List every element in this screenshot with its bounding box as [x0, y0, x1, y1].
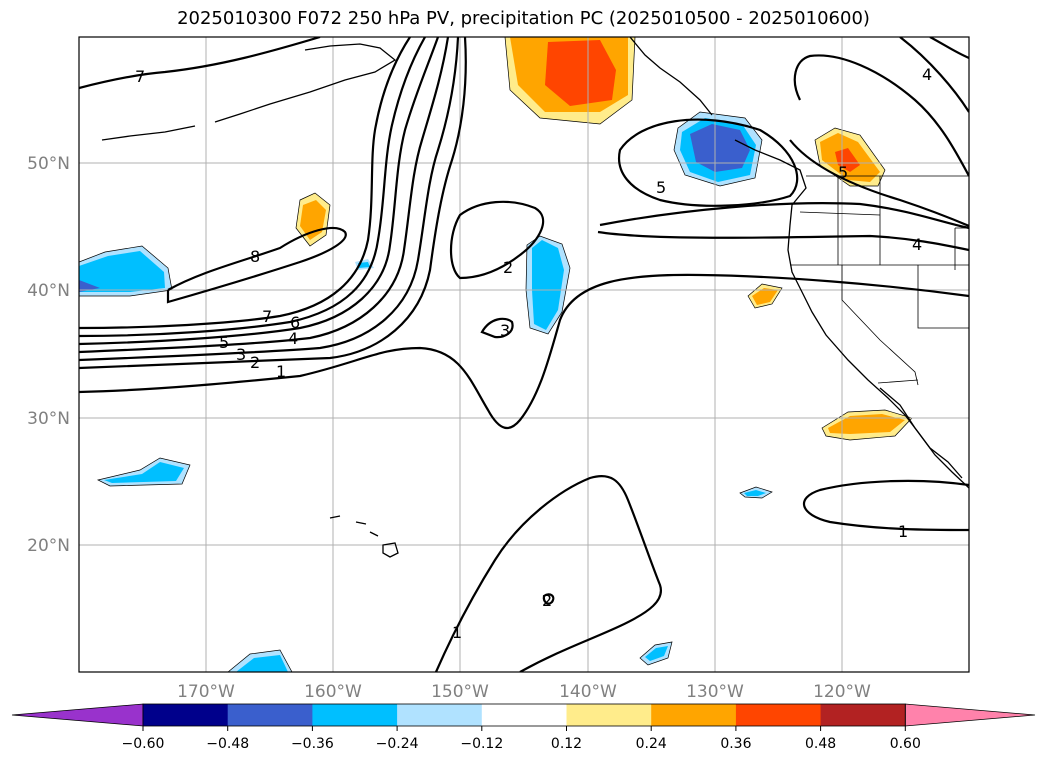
pv-contour-7-top	[79, 37, 321, 90]
contour-label: 3	[236, 345, 246, 364]
precip-shading	[79, 37, 912, 672]
contour-label: 7	[262, 307, 272, 326]
pv-contour-2-bottom	[542, 593, 555, 605]
precip-negative-region	[79, 251, 165, 292]
pv-contour-4-topright	[899, 37, 969, 113]
lat-label: 50°N	[27, 154, 70, 174]
pv-contour-2-outer	[79, 37, 467, 370]
pv-contour-6	[79, 37, 426, 338]
precip-negative-region	[236, 655, 288, 672]
lon-label: 160°W	[304, 682, 362, 702]
colorbar-segment	[227, 704, 313, 726]
contour-label: 2	[250, 353, 260, 372]
colorbar-extend-low	[11, 703, 144, 727]
map-area: 7 8 7 6 5 4 3 2 1 2 3 5 4 4 5 1 1 2	[79, 37, 969, 672]
precip-negative-region	[690, 124, 750, 172]
pv-contour-3	[79, 37, 460, 362]
contour-label: 5	[838, 163, 848, 182]
contour-label: 2	[503, 258, 513, 277]
precip-positive-region	[752, 288, 778, 305]
colorbar-tick-label: 0.12	[551, 736, 582, 752]
colorbar-segment	[397, 704, 483, 726]
pv-contour-3-mid	[599, 202, 969, 230]
contour-label: 2	[542, 591, 552, 610]
contour-label: 1	[276, 362, 286, 381]
pv-contour-1	[79, 273, 969, 430]
colorbar-tick-label: 0.36	[720, 736, 751, 752]
colorbar-segment	[312, 704, 398, 726]
contour-label: 5	[656, 178, 666, 197]
colorbar-tick-label: 0.60	[890, 736, 921, 752]
pv-contours	[79, 37, 969, 672]
colorbar-segment	[651, 704, 737, 726]
lat-label: 20°N	[27, 536, 70, 556]
coastlines	[101, 37, 969, 558]
precip-positive-region	[835, 148, 860, 172]
precip-negative-region	[104, 462, 184, 483]
colorbar-tick-label: −0.48	[206, 736, 249, 752]
colorbar-tick-label: −0.60	[122, 736, 165, 752]
lat-label: 30°N	[27, 409, 70, 429]
lon-label: 170°W	[177, 682, 235, 702]
colorbar-tick-label: −0.36	[291, 736, 334, 752]
pv-contour-2-mid	[597, 230, 969, 252]
precip-outlines	[79, 37, 913, 672]
contour-label: 6	[290, 313, 300, 332]
pv-contour-4-right	[789, 139, 969, 228]
colorbar-segment	[143, 704, 229, 726]
pv-contour-5	[79, 37, 440, 346]
colorbar-segment	[735, 704, 822, 726]
lon-labels: 170°W 160°W 150°W 140°W 130°W 120°W	[177, 682, 871, 702]
lat-labels: 50°N 40°N 30°N 20°N	[27, 154, 70, 556]
contour-label: 7	[135, 67, 145, 86]
colorbar-segment	[820, 704, 906, 726]
contour-label: 4	[922, 65, 932, 84]
lon-label: 130°W	[686, 682, 744, 702]
colorbar-segment	[481, 704, 567, 726]
colorbar: −0.60 −0.48 −0.36 −0.24 −0.12 0.12 0.24 0.36 0.4…	[11, 703, 1036, 752]
pv-contour-8	[166, 227, 347, 304]
contour-label: 3	[500, 321, 510, 340]
colorbar-tick-label: −0.24	[376, 736, 419, 752]
contour-label: 1	[452, 623, 462, 642]
precip-positive-region	[545, 40, 616, 106]
pv-contour-5-right	[793, 54, 969, 177]
pv-contour-4	[79, 37, 450, 354]
precip-positive-region	[828, 414, 905, 434]
contour-label: 4	[912, 235, 922, 254]
lon-label: 150°W	[431, 682, 489, 702]
pv-contour-4-pnw	[617, 118, 799, 207]
colorbar-extend-high	[904, 703, 1036, 727]
contour-label: 4	[288, 329, 298, 348]
colorbar-segment	[566, 704, 652, 726]
colorbar-tick-label: 0.48	[805, 736, 836, 752]
map-frame	[78, 36, 970, 673]
precip-negative-region	[79, 280, 100, 292]
pv-contour-4-corner	[929, 37, 969, 60]
lon-label: 120°W	[813, 682, 871, 702]
contour-label: 8	[250, 247, 260, 266]
state-borders	[790, 175, 969, 386]
colorbar-tick-label: −0.12	[460, 736, 503, 752]
precip-negative-region	[645, 646, 668, 661]
pv-contour-7	[79, 37, 411, 330]
pv-contour-3-center	[480, 317, 514, 339]
pv-contour-2-center	[450, 200, 545, 280]
pv-contour-1-bottom	[434, 474, 663, 672]
precip-negative-region	[532, 240, 564, 330]
contour-label: 5	[219, 333, 229, 352]
lon-label: 140°W	[559, 682, 617, 702]
contour-label: 1	[898, 522, 908, 541]
precip-negative-region	[744, 490, 766, 496]
pv-contour-1-right	[802, 479, 969, 532]
colorbar-frame	[142, 703, 906, 727]
figure-title: 2025010300 F072 250 hPa PV, precipitatio…	[177, 8, 870, 29]
colorbar-tick-label: 0.24	[636, 736, 667, 752]
contour-labels: 7 8 7 6 5 4 3 2 1 2 3 5 4 4 5 1 1 2	[135, 65, 932, 642]
lat-label: 40°N	[27, 281, 70, 301]
gridlines	[79, 37, 969, 672]
